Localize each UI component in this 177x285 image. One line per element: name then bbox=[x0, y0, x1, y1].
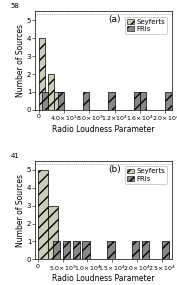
Bar bbox=[108, 92, 115, 110]
Bar bbox=[48, 74, 54, 110]
Bar bbox=[42, 92, 48, 110]
X-axis label: Radio Loudness Parameter: Radio Loudness Parameter bbox=[52, 274, 155, 283]
X-axis label: Radio Loudness Parameter: Radio Loudness Parameter bbox=[52, 125, 155, 134]
Bar bbox=[107, 241, 115, 259]
Bar bbox=[132, 241, 139, 259]
Y-axis label: Number of Sources: Number of Sources bbox=[16, 174, 25, 247]
Text: 58: 58 bbox=[11, 3, 20, 9]
Bar bbox=[82, 241, 90, 259]
Text: (b): (b) bbox=[108, 165, 121, 174]
Bar bbox=[140, 92, 146, 110]
Bar bbox=[134, 92, 140, 110]
Bar bbox=[83, 92, 89, 110]
Bar bbox=[58, 92, 64, 110]
Bar bbox=[38, 170, 48, 259]
Bar bbox=[39, 38, 45, 110]
Text: (a): (a) bbox=[108, 15, 121, 24]
Bar bbox=[63, 241, 70, 259]
Bar bbox=[142, 241, 149, 259]
Bar bbox=[48, 206, 58, 259]
Legend: Seyferts, FRIs: Seyferts, FRIs bbox=[125, 166, 167, 184]
Text: 41: 41 bbox=[11, 153, 20, 159]
Bar bbox=[53, 241, 60, 259]
Bar bbox=[54, 92, 61, 110]
Bar bbox=[73, 241, 80, 259]
Y-axis label: Number of Sources: Number of Sources bbox=[16, 24, 25, 97]
Legend: Seyferts, FRIs: Seyferts, FRIs bbox=[125, 17, 167, 34]
Bar bbox=[162, 241, 169, 259]
Bar bbox=[165, 92, 172, 110]
